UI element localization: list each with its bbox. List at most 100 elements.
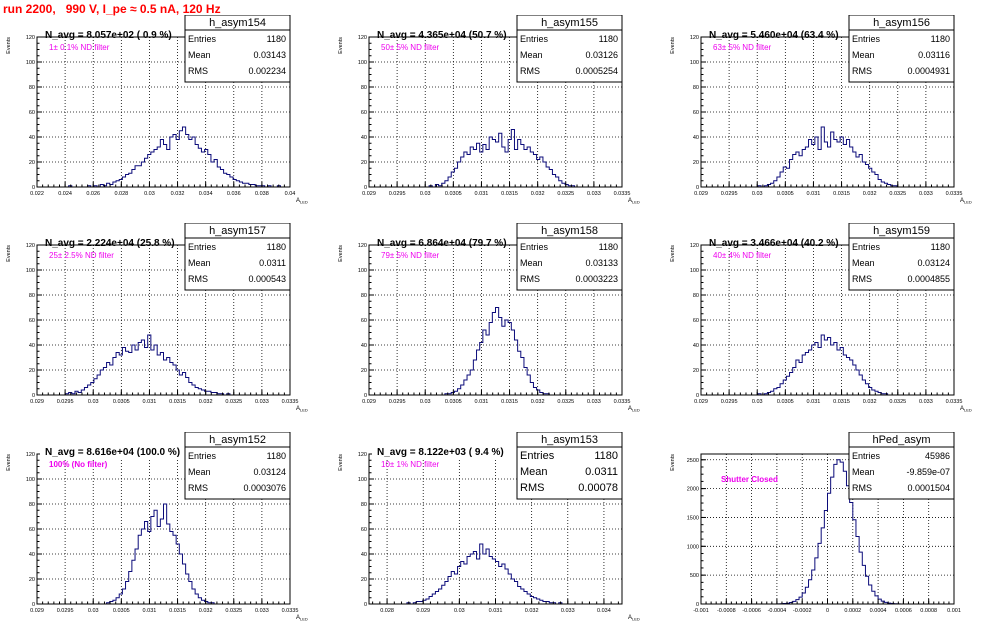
stat-rms-label: RMS bbox=[520, 482, 544, 494]
stats-box: h_asym156 Entries 1180 Mean 0.03116 RMS 0.0004… bbox=[848, 15, 955, 83]
stat-mean-value: 0.03143 bbox=[253, 50, 286, 60]
histogram-name: h_asym154 bbox=[209, 17, 266, 29]
x-tick-label: -0.0002 bbox=[793, 608, 812, 614]
y-tick-label: 60 bbox=[693, 110, 699, 116]
y-ticks bbox=[369, 36, 374, 188]
x-tick-label: 0.0295 bbox=[57, 399, 74, 405]
stat-mean-label: Mean bbox=[852, 258, 875, 268]
stat-rms-label: RMS bbox=[520, 66, 540, 76]
y-tick-label: 0 bbox=[696, 602, 699, 608]
stats-box-frame bbox=[184, 432, 291, 500]
x-tick-label: 0.029 bbox=[416, 608, 430, 614]
x-axis-label: ALED bbox=[296, 615, 308, 622]
x-ticks bbox=[368, 390, 623, 395]
x-tick-label: 0.0325 bbox=[889, 191, 906, 197]
x-tick-label: 0.03 bbox=[752, 399, 763, 405]
stat-rms-value: 0.0003223 bbox=[575, 274, 618, 284]
y-tick-label: 0 bbox=[696, 393, 699, 399]
x-tick-label: 0.032 bbox=[171, 191, 185, 197]
stat-rms-value: 0.002234 bbox=[248, 66, 286, 76]
x-tick-label: 0.0315 bbox=[833, 399, 850, 405]
y-tick-label: 20 bbox=[29, 368, 35, 374]
stat-mean-label: Mean bbox=[188, 258, 211, 268]
stat-rms-value: 0.0003076 bbox=[243, 483, 286, 493]
x-tick-label: 0.029 bbox=[362, 191, 376, 197]
n-avg-label: N_avg = 5.460e+04 (63.4 %) bbox=[709, 30, 839, 41]
histogram-line bbox=[369, 129, 622, 188]
stat-mean-value: 0.03124 bbox=[917, 258, 950, 268]
x-ticks bbox=[700, 599, 955, 604]
x-tick-label: 0.028 bbox=[380, 608, 394, 614]
stats-box: hPed_asym Entries 45986 Mean -9.859e-07 RMS 0.… bbox=[848, 432, 955, 500]
y-tick-label: 20 bbox=[693, 368, 699, 374]
histogram-panel-h_asym155: 0.029 0.0295 0.03 0.0305 0.031 0.0315 0.032 0.0… bbox=[338, 15, 640, 205]
stats-box: h_asym154 Entries 1180 Mean 0.03143 RMS 0.0022… bbox=[184, 15, 291, 83]
stat-rms-value: 0.00078 bbox=[578, 482, 618, 494]
x-ticks bbox=[36, 599, 291, 604]
x-tick-label: 0.03 bbox=[144, 191, 155, 197]
histogram-line bbox=[701, 126, 954, 188]
stat-mean-value: 0.03126 bbox=[585, 50, 618, 60]
stats-box: h_asym152 Entries 1180 Mean 0.03124 RMS 0.0003… bbox=[184, 432, 291, 500]
y-tick-label: 60 bbox=[29, 110, 35, 116]
x-tick-label: 0.032 bbox=[199, 399, 213, 405]
y-axis-label: Events bbox=[338, 245, 344, 262]
x-tick-label: 0.031 bbox=[475, 399, 489, 405]
histogram-panel-h_asym159: 0.029 0.0295 0.03 0.0305 0.031 0.0315 0.032 0.0… bbox=[670, 223, 972, 413]
y-tick-label: 0 bbox=[364, 393, 367, 399]
stat-entries-value: 45986 bbox=[925, 451, 950, 461]
stats-box-frame bbox=[848, 223, 955, 291]
y-tick-label: 20 bbox=[361, 160, 367, 166]
filter-annotation: 1± 0.1% ND filter bbox=[49, 43, 110, 52]
y-tick-label: 120 bbox=[26, 452, 35, 458]
y-tick-label: 2500 bbox=[687, 458, 699, 464]
x-tick-label: 0.0315 bbox=[169, 399, 186, 405]
x-tick-label: 0.0325 bbox=[225, 608, 242, 614]
x-tick-label: 0.03 bbox=[752, 191, 763, 197]
x-tick-label: 0.0295 bbox=[721, 191, 738, 197]
histogram-panel-h_asym153: 0.028 0.029 0.03 0.031 0.032 0.033 0.034 0 20 40 6… bbox=[338, 432, 640, 622]
x-tick-label: 0.04 bbox=[285, 191, 296, 197]
stat-mean-value: 0.0311 bbox=[585, 466, 618, 478]
n-avg-label: N_avg = 8.616e+04 (100.0 %) bbox=[45, 447, 180, 458]
y-ticks bbox=[701, 244, 706, 396]
n-avg-label: N_avg = 8.057e+02 ( 0.9 %) bbox=[45, 30, 172, 41]
y-tick-label: 40 bbox=[361, 552, 367, 558]
x-tick-label: 0.028 bbox=[114, 191, 128, 197]
x-axis-label: ALED bbox=[296, 198, 308, 205]
y-tick-label: 40 bbox=[361, 343, 367, 349]
stat-rms-label: RMS bbox=[852, 483, 872, 493]
histogram-name: h_asym152 bbox=[209, 434, 266, 446]
filter-annotation: Shutter Closed bbox=[721, 475, 778, 484]
stats-box: h_asym158 Entries 1180 Mean 0.03133 RMS 0.0003… bbox=[516, 223, 623, 291]
x-tick-label: 0.03 bbox=[420, 191, 431, 197]
x-tick-label: 0.0006 bbox=[895, 608, 912, 614]
histogram-name: h_asym153 bbox=[541, 434, 598, 446]
stat-mean-value: 0.03124 bbox=[253, 467, 286, 477]
x-tick-label: 0.032 bbox=[199, 608, 213, 614]
histogram-line bbox=[701, 334, 954, 396]
x-tick-label: 0.0305 bbox=[113, 608, 130, 614]
y-tick-label: 60 bbox=[29, 318, 35, 324]
stats-box: h_asym157 Entries 1180 Mean 0.0311 RMS 0.00054… bbox=[184, 223, 291, 291]
stat-rms-label: RMS bbox=[188, 66, 208, 76]
x-tick-label: -0.0006 bbox=[742, 608, 761, 614]
y-tick-label: 100 bbox=[26, 477, 35, 483]
y-tick-label: 100 bbox=[358, 268, 367, 274]
y-ticks bbox=[37, 453, 42, 605]
stat-mean-value: 0.03116 bbox=[918, 50, 950, 60]
x-tick-label: 0.0305 bbox=[777, 399, 794, 405]
y-axis-label: Events bbox=[6, 37, 12, 54]
n-avg-label: N_avg = 3.466e+04 (40.2 %) bbox=[709, 238, 839, 249]
stat-entries-value: 1180 bbox=[931, 242, 950, 252]
x-tick-label: 0.029 bbox=[362, 399, 376, 405]
y-tick-label: 100 bbox=[690, 60, 699, 66]
x-tick-label: 0.029 bbox=[30, 399, 44, 405]
y-tick-label: 120 bbox=[690, 243, 699, 249]
y-tick-label: 0 bbox=[32, 393, 35, 399]
stat-rms-value: 0.0001504 bbox=[907, 483, 950, 493]
x-tick-label: 0.0325 bbox=[889, 399, 906, 405]
stat-entries-label: Entries bbox=[520, 450, 555, 462]
stats-box-frame bbox=[184, 15, 291, 83]
stat-entries-value: 1180 bbox=[599, 242, 618, 252]
